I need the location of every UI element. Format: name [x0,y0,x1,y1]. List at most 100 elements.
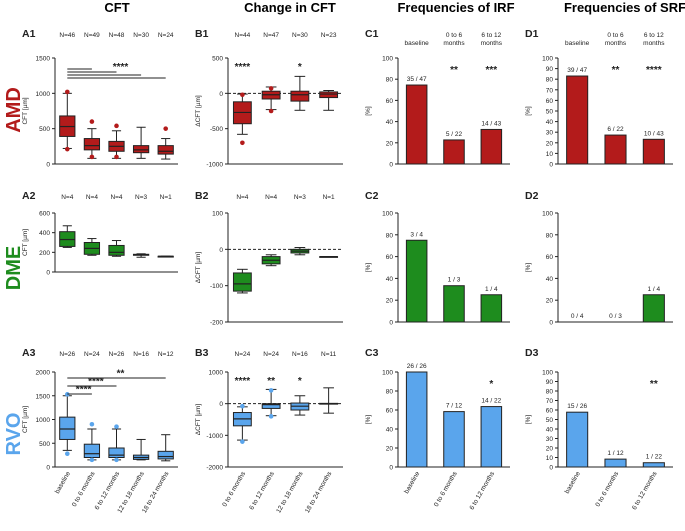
n-label: N=24 [84,351,100,358]
y-tick-label: 0 [219,91,223,98]
box-B2-2 [290,247,310,256]
box-A1-4 [157,126,174,160]
bar-C2-1 [443,285,465,323]
n-label: N=26 [59,351,75,358]
y-tick-label: -2000 [206,465,223,472]
bar-C1-1 [443,139,465,165]
panel-title: B1 [195,28,209,40]
panel-title: B2 [195,190,209,202]
box-iqr [232,272,252,292]
n-label: N=47 [263,32,279,39]
panel-title: A3 [22,347,36,359]
y-tick-label: 0 [219,247,223,254]
y-tick-label: 0 [46,465,50,472]
panel-title: D3 [525,347,539,359]
box-A3-0 [59,392,76,457]
y-tick-label: 40 [386,427,394,434]
n-label: N=26 [109,351,125,358]
y-tick-label: -100 [210,283,223,290]
box-A1-3 [132,126,150,159]
x-tick-label: 6 to 12 months [631,470,659,511]
panel-C2: 0 20 40 60 80 100 [%] C2 3 / 4 1 / 3 1 / 4 [365,190,510,327]
y-tick-label: 20 [546,298,554,305]
box-A2-4 [157,255,174,258]
outlier-point [114,123,119,129]
x-tick-label: 18 to 24 months [141,470,171,515]
bar-D1-2 [642,138,665,165]
panel-title: A2 [22,190,36,202]
x-tick-label: 0 to 6 months [71,470,97,508]
box-B1-2 [290,75,310,111]
y-tick-label: 200 [39,250,50,257]
y-tick-label: 1500 [36,56,51,63]
box-A2-3 [132,253,150,258]
box-B3-3 [319,387,339,414]
y-tick-label: 60 [386,98,394,105]
outlier-point [89,119,95,124]
y-tick-label: 0 [549,465,553,472]
outlier-point [240,92,245,98]
panel-title: C1 [365,28,379,40]
column-title-irf: Frequencies of IRF [397,0,514,15]
panel-title: B3 [195,347,209,359]
box-iqr [108,244,125,256]
significance-star: ** [117,369,125,380]
n-label: N=16 [133,351,149,358]
box-B2-3 [319,256,339,258]
n-label: N=23 [321,32,337,39]
y-tick-label: 90 [546,379,554,386]
panel-B3: -2000 -1000 0 1000 ΔCFT [µm] B3 N=24 N=24 N=16 N=… [195,347,343,514]
box-A3-4 [157,434,174,462]
outlier-point [89,457,95,463]
significance-star: **** [235,376,251,387]
y-axis-label: CFT [µm] [22,406,29,433]
column-title-change: Change in CFT [244,0,336,15]
box-B1-0 [232,92,252,146]
bar-C3-0 [405,371,428,468]
y-tick-label: 1000 [36,417,51,424]
bar-count-label: 14 / 43 [481,120,501,127]
y-tick-label: 20 [546,446,554,453]
y-tick-label: 0 [219,401,223,408]
box-iqr [59,416,76,440]
panel-A2: 0 200 400 600 CFT [µm] A2 N=4 N=4 N=4 N=3 N=1 [22,190,178,277]
box-B1-3 [319,90,339,111]
x-tick-label: baseline [54,470,72,495]
y-tick-label: 60 [546,408,554,415]
x-tick-label: 0 to 6 months [594,470,620,508]
y-tick-label: 100 [382,211,393,218]
significance-star: **** [88,377,104,388]
bar-D3-2 [642,462,665,468]
n-label: N=30 [133,32,149,39]
y-tick-label: 2000 [36,370,51,377]
box-iqr [83,138,101,151]
significance-star: * [298,62,302,73]
n-label: N=4 [61,194,73,201]
y-axis-label: [%] [365,106,372,116]
significance-star: **** [76,385,92,396]
bar-count-label: 1 / 22 [646,454,663,461]
outlier-point [114,457,119,463]
column-title-srf: Frequencies of SRF [564,0,685,15]
y-axis-label: CFT [µm] [22,97,29,124]
y-tick-label: 100 [382,370,393,377]
box-iqr [290,90,310,102]
bar-C2-2 [480,294,503,323]
y-axis-label: ΔCFT [µm] [195,95,202,127]
bar-count-label: 0 / 4 [571,313,584,320]
category-header: 0 to 6 months [443,32,465,47]
box-iqr [83,443,101,459]
box-B2-0 [232,268,252,294]
category-header: 6 to 12 months [481,32,503,47]
significance-star: **** [646,65,662,76]
panel-D1: 0 10 20 30 40 50 60 70 80 90 100 [%] D1 39 / 47 6 / 22… [525,28,673,169]
y-tick-label: 20 [546,140,554,147]
box-A2-1 [83,238,101,256]
y-tick-label: -1000 [206,433,223,440]
bar-count-label: 39 / 47 [567,67,587,74]
n-label: N=12 [158,351,174,358]
outlier-point [89,154,95,160]
box-A3-1 [83,421,101,463]
bar-count-label: 3 / 4 [410,231,423,238]
panel-D2: 0 20 40 60 80 100 [%] D2 0 / 4 0 / 3 1 / 4 [525,190,673,327]
